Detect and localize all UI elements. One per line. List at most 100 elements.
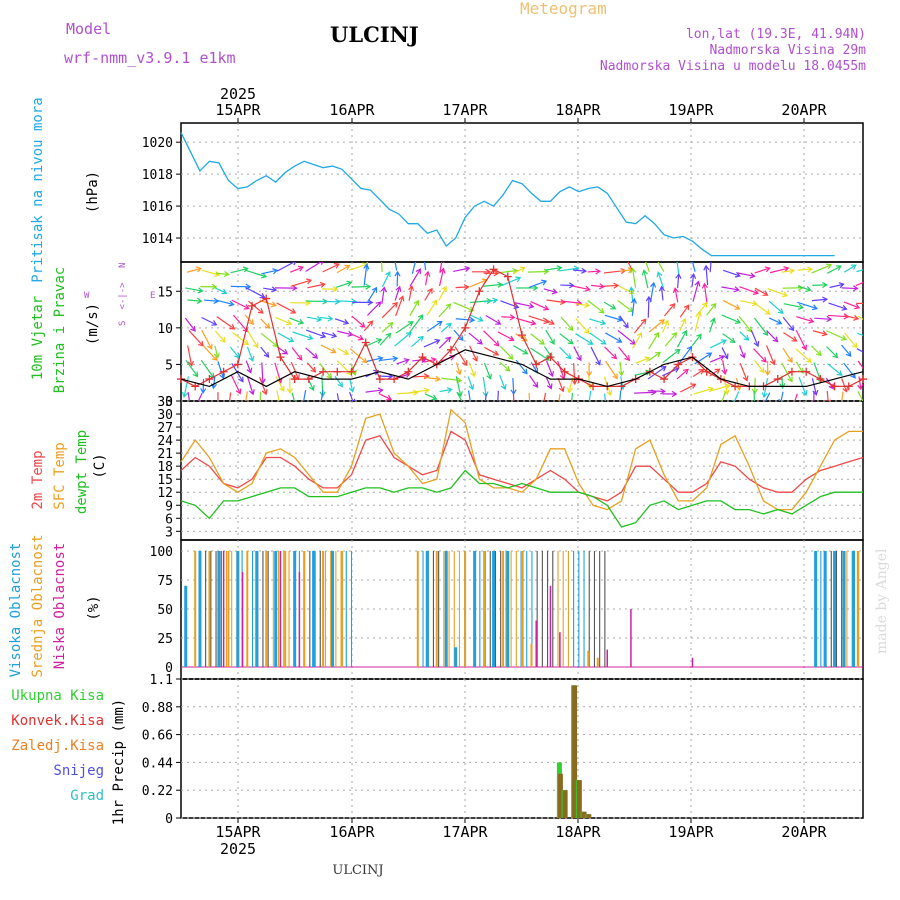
wind-arrow — [456, 391, 463, 401]
wind-arrow — [575, 333, 593, 345]
wind-arrow — [201, 269, 220, 276]
precip-tick-label: 1.1 — [150, 673, 173, 688]
wind-arrow — [630, 287, 634, 303]
wind-arrowhead — [645, 295, 652, 302]
wind-arrow — [260, 332, 278, 347]
wind-arrowhead — [811, 304, 819, 311]
wind-arrowhead — [375, 301, 382, 308]
wind-arrow — [497, 390, 499, 401]
wind-arrowhead — [392, 355, 399, 362]
wind-arrowhead — [307, 334, 314, 341]
temp-line-0 — [180, 430, 864, 502]
wind-arrow — [590, 346, 601, 365]
wind-tick-label: 15 — [157, 285, 173, 300]
wind-arrowhead — [346, 280, 353, 287]
precip-frame — [180, 678, 864, 819]
wind-speed-marker — [205, 375, 214, 384]
wind-arrow — [604, 393, 606, 401]
wind-arrowhead — [243, 304, 250, 310]
cloud-bar — [814, 551, 818, 667]
wind-arrow — [561, 300, 582, 304]
wind-arrow — [245, 360, 252, 373]
wind-arrow — [856, 348, 863, 353]
wind-arrowhead — [277, 403, 282, 408]
wind-speed-marker — [503, 272, 512, 281]
wind-arrow — [381, 271, 391, 288]
wind-arrow — [484, 346, 499, 356]
wind-arrow — [470, 314, 483, 322]
wind-arrowhead — [477, 339, 483, 345]
wind-arrow — [305, 329, 326, 338]
wind-arrow — [484, 393, 487, 401]
wind-arrowhead — [226, 408, 231, 413]
wind-arrow — [763, 378, 769, 398]
wind-arrow — [202, 345, 218, 361]
wind-arrowhead — [330, 347, 337, 354]
pressure-frame — [180, 122, 864, 263]
wind-arrow — [647, 296, 650, 318]
wind-arrowhead — [495, 403, 500, 407]
wind-arrowhead — [434, 375, 441, 382]
date-label-top: 20APR — [781, 101, 827, 119]
wind-speed-marker — [347, 367, 356, 376]
wind-arrowhead — [653, 254, 657, 259]
wind-arrowhead — [193, 407, 198, 412]
wind-arrow — [469, 279, 488, 288]
wind-arrowhead — [840, 335, 847, 341]
wind-arrowhead — [739, 352, 746, 359]
wind-ylabel-2: Brzina i Pravac — [52, 267, 68, 393]
wind-arrow — [290, 361, 300, 380]
wind-arrowhead — [870, 323, 875, 328]
wind-arrowhead — [238, 376, 244, 383]
wind-arrowhead — [508, 335, 515, 342]
watermark: made by Angel — [874, 548, 890, 654]
footer-station: ULCINJ — [332, 863, 383, 878]
wind-arrow — [795, 329, 807, 350]
wind-arrow — [232, 332, 249, 346]
wind-arrow — [530, 347, 550, 361]
wind-arrow — [485, 314, 501, 325]
wind-arrow — [691, 333, 702, 346]
date-label-top: 15APR — [215, 101, 261, 119]
wind-arrow — [365, 338, 382, 347]
wind-arrowhead — [671, 390, 678, 398]
wind-speed-marker — [248, 301, 257, 310]
wind-arrowhead — [556, 403, 561, 408]
wind-arrowhead — [351, 369, 357, 376]
wind-arrowhead — [729, 337, 736, 343]
wind-arrow — [366, 287, 378, 304]
wind-arrowhead — [470, 371, 476, 378]
wind-arrow — [544, 267, 562, 271]
wind-arrow — [423, 376, 440, 380]
date-label-bottom: 16APR — [329, 823, 375, 841]
wind-arrow — [229, 346, 240, 359]
wind-arrow — [217, 361, 225, 379]
wind-arrow — [781, 269, 794, 273]
wind-arrow — [455, 318, 475, 321]
wind-arrowhead — [701, 282, 708, 289]
wind-arrowhead — [527, 406, 532, 410]
wind-arrow — [303, 389, 307, 401]
wind-arrowhead — [521, 335, 528, 342]
wind-arrowhead — [446, 387, 453, 394]
wind-arrow — [261, 269, 278, 275]
wind-arrowhead — [519, 266, 526, 273]
wind-arrowhead — [320, 262, 324, 265]
wind-arrowhead — [337, 381, 343, 388]
wind-arrowhead — [528, 302, 535, 309]
wind-arrow — [184, 317, 196, 332]
wind-arrowhead — [271, 286, 278, 293]
wind-arrow — [513, 345, 528, 355]
wind-arrowhead — [752, 289, 759, 295]
wind-arrow — [512, 378, 515, 395]
wind-arrowhead — [746, 326, 753, 333]
wind-arrow — [307, 283, 325, 289]
temp-line-1 — [180, 408, 863, 511]
wind-arrow — [617, 300, 634, 313]
wind-speed-marker — [660, 375, 669, 384]
wind-arrowhead — [215, 405, 220, 409]
wind-arrow — [290, 266, 304, 273]
model-elevation-text: Nadmorska Visina u modelu 18.0455m — [600, 59, 866, 74]
wind-arrowhead — [777, 308, 784, 314]
wind-arrow — [395, 321, 414, 334]
